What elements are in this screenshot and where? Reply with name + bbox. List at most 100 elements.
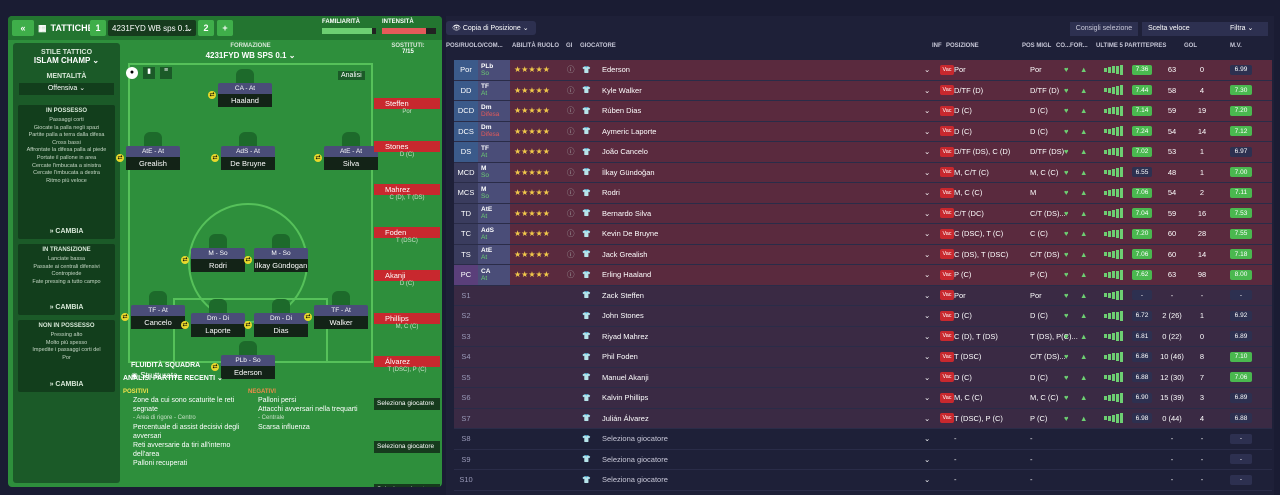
info-icon[interactable]: ⓘ	[567, 208, 575, 218]
col-co[interactable]: CO...	[1056, 43, 1071, 49]
table-row[interactable]: S10 👕 Seleziona giocatore ⌄ - - - - -	[454, 470, 1272, 491]
info-icon[interactable]: ⓘ	[567, 249, 575, 259]
select-sub-button[interactable]: Seleziona giocatore	[374, 484, 440, 487]
mentality-select[interactable]: Offensiva ⌄	[19, 83, 114, 95]
chevron-down-icon[interactable]: ⌄	[924, 352, 931, 362]
tactic-1-tab[interactable]: 1	[90, 20, 106, 36]
role-arrow-icon[interactable]: ⇄	[121, 313, 129, 321]
col-pos[interactable]: POS/RUOLO/COM...	[446, 43, 503, 49]
role-arrow-icon[interactable]: ⇄	[181, 321, 189, 329]
col-position[interactable]: POSIZIONE	[946, 43, 979, 49]
chevron-down-icon[interactable]: ⌄	[924, 393, 931, 403]
player-name[interactable]: Ederson	[602, 65, 630, 75]
role-select[interactable]: AdS At	[478, 224, 510, 244]
table-row[interactable]: S9 👕 Seleziona giocatore ⌄ - - - - -	[454, 449, 1272, 470]
player-name[interactable]: Seleziona giocatore	[602, 454, 668, 464]
style-select[interactable]: ISLAM CHAMP ⌄	[33, 56, 100, 65]
sub-player[interactable]: Álvarez T (DSC), P (C)	[374, 356, 440, 374]
chevron-down-icon[interactable]: ⌄	[924, 106, 931, 116]
pitch-player[interactable]: M - So Rodri	[191, 234, 245, 276]
sub-player[interactable]: Akanji D (C)	[374, 270, 440, 288]
col-goals[interactable]: GOL	[1184, 43, 1197, 49]
transition-card[interactable]: IN TRANSIZIONE Lanciate bassa Passate ai …	[18, 244, 115, 315]
in-possession-change-button[interactable]: » CAMBIA	[49, 228, 84, 235]
chevron-down-icon[interactable]: ⌄	[924, 290, 931, 300]
table-row[interactable]: S6 👕 Kalvin Phillips ⌄ Vac M, C (C) M, C (C) ♥ ▲…	[454, 388, 1272, 409]
pitch-player[interactable]: CA - At Haaland	[218, 69, 272, 111]
role-select[interactable]: Dm Difesa	[478, 121, 510, 141]
role-arrow-icon[interactable]: ⇄	[211, 363, 219, 371]
chevron-down-icon[interactable]: ⌄	[924, 434, 931, 444]
list-icon[interactable]: ≡	[160, 67, 172, 79]
table-row[interactable]: PC CA At ★★★★★ ⓘ 👕 Erling Haaland ⌄ Vac P (C) P (C…	[454, 265, 1272, 286]
advice-button[interactable]: Consigli selezione	[1070, 22, 1138, 36]
player-name[interactable]: Rodri	[602, 188, 620, 198]
col-gi[interactable]: GI	[566, 43, 573, 49]
select-sub-button[interactable]: Seleziona giocatore	[374, 398, 440, 410]
pitch-player[interactable]: AtE - At Grealish	[126, 132, 180, 174]
col-last5[interactable]: ULTIME 5 PARTITE	[1096, 43, 1150, 49]
sub-player[interactable]: Mahrez C (D), T (DS)	[374, 184, 440, 202]
chevron-down-icon[interactable]: ⌄	[924, 413, 931, 423]
player-name[interactable]: Aymeric Laporte	[602, 126, 657, 136]
chevron-down-icon[interactable]: ⌄	[924, 311, 931, 321]
player-name[interactable]: Seleziona giocatore	[602, 434, 668, 444]
player-name[interactable]: Kevin De Bruyne	[602, 229, 659, 239]
role-arrow-icon[interactable]: ⇄	[116, 154, 124, 162]
role-arrow-icon[interactable]: ⇄	[314, 154, 322, 162]
analysis-button[interactable]: Analisi	[338, 71, 365, 80]
sub-player[interactable]: Phillips M, C (C)	[374, 313, 440, 331]
col-ability[interactable]: ABILITÀ RUOLO	[512, 43, 559, 49]
role-arrow-icon[interactable]: ⇄	[304, 313, 312, 321]
in-possession-card[interactable]: IN POSSESSO Passaggi corti Giocate la pal…	[18, 105, 115, 239]
table-row[interactable]: S5 👕 Manuel Akanji ⌄ Vac D (C) D (C) ♥ ▲ 6.88 12 (…	[454, 367, 1272, 388]
col-player[interactable]: GIOCATORE	[580, 43, 616, 49]
col-mv[interactable]: M.V.	[1230, 43, 1242, 49]
info-icon[interactable]: ⓘ	[567, 229, 575, 239]
role-arrow-icon[interactable]: ⇄	[244, 256, 252, 264]
role-select[interactable]: AtE At	[478, 244, 510, 264]
info-icon[interactable]: ⓘ	[567, 65, 575, 75]
table-row[interactable]: MCD M So ★★★★★ ⓘ 👕 İlkay Gündoğan ⌄ Vac M, C/T (C…	[454, 162, 1272, 183]
table-row[interactable]: S2 👕 John Stones ⌄ Vac D (C) D (C) ♥ ▲ 6.72 2 (26)…	[454, 306, 1272, 327]
role-select[interactable]: AtE At	[478, 203, 510, 223]
chevron-down-icon[interactable]: ⌄	[924, 208, 931, 218]
table-row[interactable]: S1 👕 Zack Steffen ⌄ Vac Por Por ♥ ▲ - - - -	[454, 285, 1272, 306]
table-row[interactable]: S4 👕 Phil Foden ⌄ Vac T (DSC) C/T (DS)... ♥ ▲ 6.8…	[454, 347, 1272, 368]
chevron-down-icon[interactable]: ⌄	[924, 85, 931, 95]
table-row[interactable]: S3 👕 Riyad Mahrez ⌄ Vac C (D), T (DS) T (DS), …	[454, 326, 1272, 347]
table-row[interactable]: DD TF At ★★★★★ ⓘ 👕 Kyle Walker ⌄ Vac D/TF (D) D/TF…	[454, 80, 1272, 101]
role-select[interactable]: CA At	[478, 265, 510, 285]
chevron-down-icon[interactable]: ⌄	[924, 270, 931, 280]
col-form[interactable]: FOR...	[1070, 43, 1088, 49]
player-name[interactable]: Seleziona giocatore	[602, 475, 668, 485]
pitch-player[interactable]: Dm - Di Dias	[254, 299, 308, 341]
pitch-player[interactable]: AtE - At Silva	[324, 132, 378, 174]
copy-position-select[interactable]: 👁 Copia di Posizione ⌄	[446, 21, 536, 35]
player-name[interactable]: Riyad Mahrez	[602, 331, 649, 341]
tactics-tab[interactable]: ▦ TATTICHE	[38, 20, 94, 36]
player-name[interactable]: Rúben Dias	[602, 106, 642, 116]
table-row[interactable]: MCS M So ★★★★★ ⓘ 👕 Rodri ⌄ Vac M, C (C) M ♥ ▲ 7.06 54 2…	[454, 183, 1272, 204]
player-name[interactable]: Erling Haaland	[602, 270, 652, 280]
pitch-player[interactable]: M - So Ilkay Gündogan	[254, 234, 308, 276]
chevron-down-icon[interactable]: ⌄	[924, 372, 931, 382]
transition-change-button[interactable]: » CAMBIA	[49, 304, 84, 311]
add-tactic-button[interactable]: +	[217, 20, 233, 36]
table-row[interactable]: TC AdS At ★★★★★ ⓘ 👕 Kevin De Bruyne ⌄ Vac C (DSC)…	[454, 224, 1272, 245]
out-possession-card[interactable]: NON IN POSSESSO Pressing alto Molto più s…	[18, 320, 115, 392]
tactic-2-tab[interactable]: 2	[198, 20, 214, 36]
info-icon[interactable]: ⓘ	[567, 147, 575, 157]
formation-select[interactable]: 4231FYD WB SPS 0.1 ⌄	[205, 51, 296, 60]
table-row[interactable]: TD AtE At ★★★★★ ⓘ 👕 Bernardo Silva ⌄ Vac C/T (DC)…	[454, 203, 1272, 224]
player-name[interactable]: João Cancelo	[602, 147, 648, 157]
filter-button[interactable]: Filtra ⌄	[1224, 22, 1268, 36]
role-select[interactable]: M So	[478, 183, 510, 203]
chevron-down-icon[interactable]: ⌄	[924, 229, 931, 239]
table-row[interactable]: DCD Dm Difesa ★★★★★ ⓘ 👕 Rúben Dias ⌄ Vac D (C) D (…	[454, 101, 1272, 122]
tactic-1-select[interactable]: 4231FYD WB sps 0.1 ⌄	[108, 20, 196, 36]
table-row[interactable]: TS AtE At ★★★★★ ⓘ 👕 Jack Grealish ⌄ Vac C (DS), T…	[454, 244, 1272, 265]
role-select[interactable]: Dm Difesa	[478, 101, 510, 121]
role-select[interactable]: TF At	[478, 142, 510, 162]
role-arrow-icon[interactable]: ⇄	[244, 321, 252, 329]
